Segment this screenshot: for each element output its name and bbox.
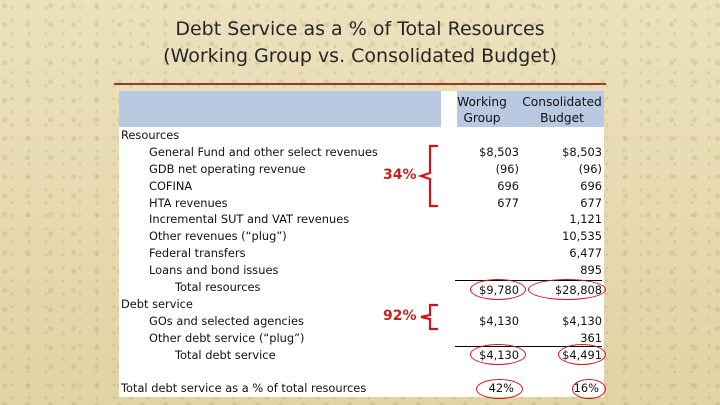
cb-value-sut-vat: 1,121 bbox=[569, 212, 602, 226]
slide-title: Debt Service as a % of Total Resources (… bbox=[0, 16, 720, 70]
cb-total-debt-highlight bbox=[558, 344, 606, 365]
header-working-group-line1: Working bbox=[457, 95, 507, 109]
row-label-total-debt: Total debt service bbox=[175, 348, 276, 362]
row-label-federal-transfers: Federal transfers bbox=[149, 246, 246, 260]
header-consolidated-line1: Consolidated bbox=[522, 95, 602, 109]
total-debt-rule bbox=[455, 346, 602, 347]
cb-value-gdb: (96) bbox=[578, 162, 602, 176]
row-label-gdb: GDB net operating revenue bbox=[149, 162, 306, 176]
row-label-sut-vat: Incremental SUT and VAT revenues bbox=[149, 212, 350, 226]
header-working-group: Working Group bbox=[447, 94, 517, 126]
wg-value-general-fund: $8,503 bbox=[479, 145, 519, 159]
wg-value-gos: $4,130 bbox=[479, 314, 519, 328]
row-label-other-revenues: Other revenues (“plug”) bbox=[149, 229, 287, 243]
wg-value-gdb: (96) bbox=[495, 162, 519, 176]
table-header-row bbox=[119, 91, 604, 127]
resources-pct-callout: 34% bbox=[383, 167, 417, 183]
wg-total-debt-highlight bbox=[470, 344, 526, 365]
row-label-debt-service: Debt service bbox=[121, 297, 193, 311]
cb-value-cofina: 696 bbox=[580, 179, 602, 193]
cb-pct-highlight bbox=[572, 379, 606, 399]
row-label-resources: Resources bbox=[121, 128, 180, 142]
wg-value-hta: 677 bbox=[497, 196, 519, 210]
debt-bracket-icon bbox=[420, 303, 438, 331]
row-label-other-debt: Other debt service (“plug”) bbox=[149, 331, 305, 345]
title-line-1: Debt Service as a % of Total Resources bbox=[175, 18, 545, 40]
header-consolidated-line2: Budget bbox=[540, 111, 584, 125]
header-working-group-line2: Group bbox=[463, 111, 501, 125]
cb-total-resources-highlight bbox=[528, 279, 606, 300]
row-label-total-resources: Total resources bbox=[175, 280, 261, 294]
cb-value-gos: $4,130 bbox=[562, 314, 602, 328]
header-consolidated-budget: Consolidated Budget bbox=[517, 94, 607, 126]
row-label-cofina: COFINA bbox=[149, 179, 193, 193]
total-resources-rule bbox=[455, 280, 602, 281]
wg-pct-highlight bbox=[476, 379, 523, 399]
resources-bracket-icon bbox=[417, 144, 438, 208]
title-line-2: (Working Group vs. Consolidated Budget) bbox=[163, 45, 557, 67]
cb-value-general-fund: $8,503 bbox=[562, 145, 602, 159]
row-label-pct: Total debt service as a % of total resou… bbox=[121, 381, 367, 395]
cb-value-other-debt: 361 bbox=[580, 331, 602, 345]
wg-total-resources-highlight bbox=[470, 279, 526, 300]
wg-value-cofina: 696 bbox=[497, 179, 519, 193]
row-label-general-fund: General Fund and other select revenues bbox=[149, 145, 378, 159]
row-label-hta: HTA revenues bbox=[149, 196, 228, 210]
row-label-loans-bonds: Loans and bond issues bbox=[149, 263, 279, 277]
debt-pct-callout: 92% bbox=[383, 308, 417, 324]
title-divider bbox=[114, 83, 606, 85]
header-column-gap bbox=[441, 91, 457, 127]
cb-value-hta: 677 bbox=[580, 196, 602, 210]
cb-value-federal-transfers: 6,477 bbox=[569, 246, 602, 260]
cb-value-other-revenues: 10,535 bbox=[562, 229, 602, 243]
cb-value-loans-bonds: 895 bbox=[580, 263, 602, 277]
row-label-gos: GOs and selected agencies bbox=[149, 314, 304, 328]
